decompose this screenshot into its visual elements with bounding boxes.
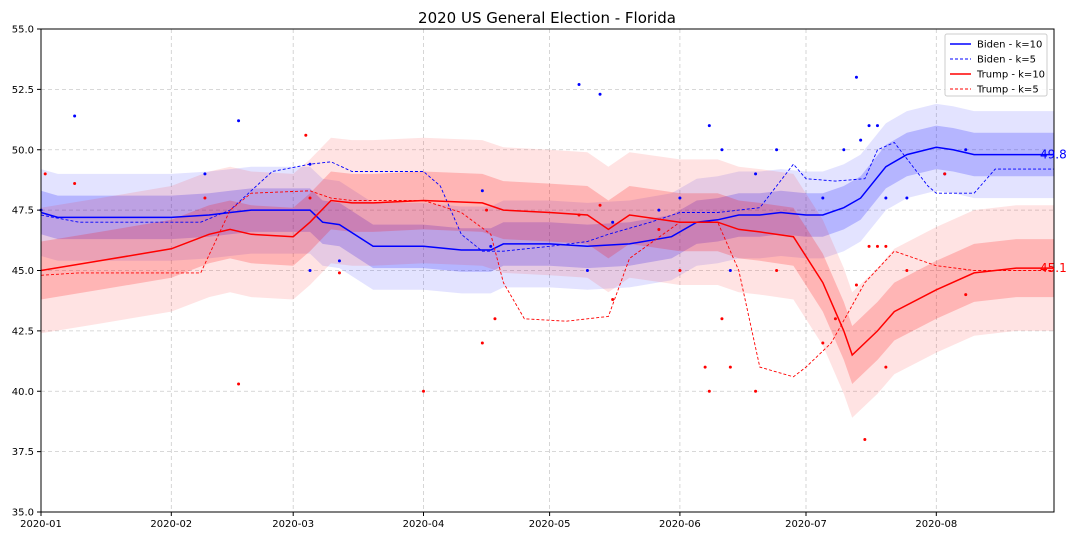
- biden-poll-point: [867, 124, 871, 128]
- trump-poll-point: [657, 227, 661, 231]
- biden-poll-point: [237, 119, 241, 123]
- trump-poll-point: [905, 269, 909, 272]
- x-tick-label: 2020-05: [529, 519, 571, 530]
- biden-poll-point: [754, 172, 758, 176]
- biden-poll-point: [480, 189, 484, 193]
- trump-poll-point: [422, 389, 426, 393]
- trump-confidence-band: [41, 171, 1054, 384]
- trump-poll-point: [884, 244, 888, 248]
- x-tick-label: 2020-04: [403, 519, 445, 530]
- biden-poll-point: [585, 269, 589, 272]
- x-tick-label: 2020-08: [915, 519, 957, 530]
- legend-box: [944, 33, 1048, 97]
- biden-poll-point: [884, 196, 888, 200]
- trump-poll-point: [854, 283, 858, 287]
- biden-poll-point: [859, 138, 863, 142]
- biden-poll-point: [308, 162, 312, 166]
- y-tick-label: 50.0: [12, 145, 34, 156]
- trump-poll-point: [964, 293, 968, 297]
- y-tick-label: 40.0: [12, 387, 34, 398]
- legend-entry-label: Trump - k=10: [976, 70, 1045, 81]
- x-tick-label: 2020-01: [20, 519, 62, 530]
- biden-solid-series-line: [40, 146, 1054, 251]
- biden-poll-point: [707, 124, 711, 128]
- biden-poll-point: [678, 196, 682, 200]
- trump-poll-point: [833, 317, 837, 321]
- trump-poll-point: [611, 297, 615, 301]
- y-tick-label: 52.5: [12, 85, 34, 96]
- trump-poll-point: [728, 365, 732, 369]
- trump-poll-point: [480, 341, 484, 345]
- biden-poll-point: [964, 148, 968, 152]
- axes: 2020-01 2020-02 2020-03 2020-04 2020-05 2020-…: [12, 25, 957, 531]
- legend: Biden - k=10 Biden - k=5 Trump - k=10 Trump…: [944, 33, 1048, 97]
- biden-poll-point: [775, 148, 779, 152]
- trump-solid-series-line: [40, 199, 1054, 357]
- trump-poll-point: [337, 271, 341, 275]
- x-tick-label: 2020-07: [785, 519, 827, 530]
- end-labels: 49.8 45.1: [1040, 148, 1067, 276]
- trump-poll-point: [43, 172, 47, 176]
- trump-dashed-series-line: [40, 190, 1054, 378]
- biden-poll-point: [728, 269, 732, 272]
- y-tick-label: 37.5: [12, 447, 34, 458]
- trump-poll-point: [821, 341, 825, 345]
- legend-entry-label: Biden - k=10: [977, 40, 1042, 51]
- y-tick-label: 47.5: [12, 206, 34, 217]
- trump-poll-point: [703, 365, 707, 369]
- x-tick-label: 2020-02: [150, 519, 192, 530]
- legend-entry-label: Biden - k=5: [977, 55, 1036, 66]
- trump-end-value-label: 45.1: [1040, 261, 1067, 275]
- chart-title: 2020 US General Election - Florida: [418, 9, 676, 27]
- y-tick-label: 55.0: [12, 25, 34, 36]
- biden-poll-point: [598, 92, 602, 96]
- trump-poll-point: [577, 213, 581, 217]
- legend-entry-label: Trump - k=5: [976, 85, 1039, 96]
- y-tick-label: 45.0: [12, 266, 34, 277]
- biden-poll-point: [875, 124, 879, 128]
- biden-poll-point: [489, 244, 493, 248]
- y-tick-label: 35.0: [12, 508, 34, 519]
- trump-poll-point: [867, 244, 871, 248]
- biden-poll-point: [577, 83, 581, 87]
- biden-confidence-band: [41, 125, 1054, 272]
- trump-poll-point: [720, 317, 724, 321]
- trump-poll-point: [308, 196, 312, 200]
- biden-poll-point: [854, 75, 858, 79]
- trump-poll-point: [678, 269, 682, 272]
- trump-poll-point: [304, 133, 308, 137]
- trump-poll-point: [754, 389, 758, 393]
- biden-poll-point: [203, 172, 207, 176]
- trump-poll-point: [485, 208, 489, 212]
- biden-poll-point: [308, 269, 312, 272]
- trump-poll-point: [203, 196, 207, 200]
- biden-poll-point: [842, 148, 846, 152]
- trump-poll-point: [493, 317, 497, 321]
- biden-poll-point: [611, 220, 615, 224]
- trump-poll-point: [943, 172, 947, 176]
- trump-poll-point: [73, 182, 77, 186]
- trump-poll-point: [875, 244, 879, 248]
- biden-poll-point: [905, 196, 909, 200]
- x-tick-label: 2020-06: [659, 519, 701, 530]
- biden-poll-point: [657, 208, 661, 212]
- biden-poll-point: [337, 259, 341, 263]
- confidence-bands: [41, 103, 1054, 418]
- x-tick-label: 2020-03: [272, 519, 314, 530]
- trump-poll-point: [707, 389, 711, 393]
- trump-confidence-band: [41, 137, 1054, 418]
- biden-poll-point: [73, 114, 77, 118]
- y-tick-label: 42.5: [12, 326, 34, 337]
- trump-poll-point: [775, 269, 779, 272]
- biden-poll-point: [720, 148, 724, 152]
- biden-end-value-label: 49.8: [1040, 148, 1067, 162]
- biden-poll-point: [821, 196, 825, 200]
- biden-confidence-band: [41, 103, 1054, 294]
- trump-poll-point: [598, 203, 602, 207]
- trump-poll-point: [237, 382, 241, 386]
- trump-poll-point: [863, 438, 867, 442]
- trump-poll-point: [884, 365, 888, 369]
